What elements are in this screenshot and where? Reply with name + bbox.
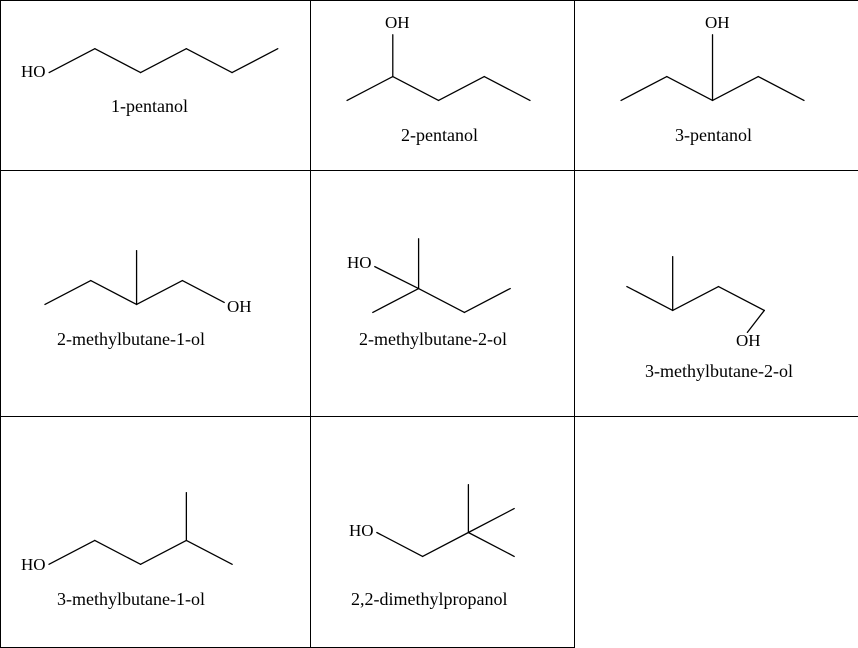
structure-svg	[311, 171, 574, 416]
atom-label: HO	[21, 62, 46, 82]
molecule-name: 2,2-dimethylpropanol	[351, 589, 507, 610]
atom-label: OH	[227, 297, 252, 317]
cell-2-2-dimethylpropan-1-ol: HO 2,2-dimethylpropanol	[311, 417, 575, 648]
molecule-name: 2-methylbutane-2-ol	[359, 329, 507, 350]
cell-2-methylbutan-1-ol: OH 2-methylbutane-1-ol	[1, 171, 311, 417]
cell-2-methylbutan-2-ol: HO 2-methylbutane-2-ol	[311, 171, 575, 417]
cell-2-pentanol: OH 2-pentanol	[311, 1, 575, 171]
cell-empty	[575, 417, 858, 648]
atom-label: HO	[349, 521, 374, 541]
isomer-table: HO 1-pentanol OH 2-pentanol OH 3-pentanol OH 2-…	[0, 0, 858, 648]
atom-label: OH	[705, 13, 730, 33]
molecule-name: 3-pentanol	[675, 125, 752, 146]
atom-label: HO	[21, 555, 46, 575]
atom-label: OH	[385, 13, 410, 33]
structure-svg	[1, 171, 310, 416]
cell-3-methylbutan-2-ol: OH 3-methylbutane-2-ol	[575, 171, 858, 417]
molecule-name: 3-methylbutane-2-ol	[645, 361, 793, 382]
atom-label: HO	[347, 253, 372, 273]
molecule-name: 2-methylbutane-1-ol	[57, 329, 205, 350]
cell-3-pentanol: OH 3-pentanol	[575, 1, 858, 171]
atom-label: OH	[736, 331, 761, 351]
molecule-name: 2-pentanol	[401, 125, 478, 146]
structure-svg	[1, 1, 310, 170]
molecule-name: 1-pentanol	[111, 96, 188, 117]
cell-1-pentanol: HO 1-pentanol	[1, 1, 311, 171]
structure-svg	[1, 417, 310, 647]
molecule-name: 3-methylbutane-1-ol	[57, 589, 205, 610]
diagram-grid: HO 1-pentanol OH 2-pentanol OH 3-pentanol OH 2-…	[0, 0, 858, 647]
cell-3-methylbutan-1-ol: HO 3-methylbutane-1-ol	[1, 417, 311, 648]
